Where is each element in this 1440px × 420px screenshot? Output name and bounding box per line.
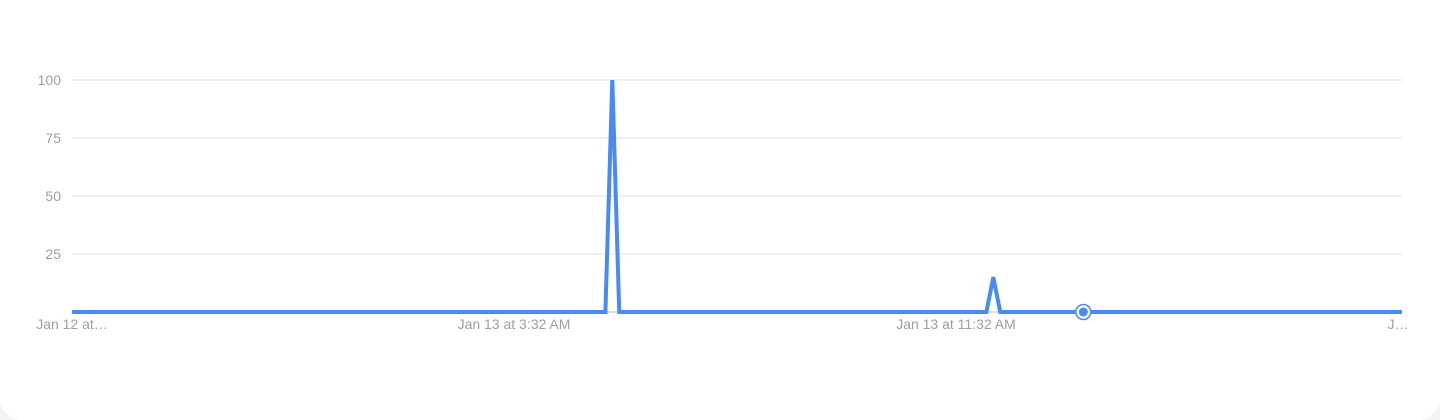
hover-marker[interactable] xyxy=(1075,303,1092,321)
x-tick-label-0: Jan 12 at… xyxy=(36,316,108,332)
hover-marker-dot[interactable] xyxy=(1078,307,1088,317)
series-group xyxy=(72,79,1402,314)
x-tick-label-2: Jan 13 at 11:32 AM xyxy=(896,316,1016,332)
y-tick-label-100: 100 xyxy=(38,72,62,88)
y-tick-label-75: 75 xyxy=(45,130,61,146)
y-tick-label-50: 50 xyxy=(45,188,61,204)
x-tick-label-3: J… xyxy=(1388,316,1409,332)
series-line xyxy=(72,79,1402,314)
gridlines xyxy=(72,79,1402,255)
y-tick-label-25: 25 xyxy=(45,246,61,262)
x-axis: Jan 12 at… Jan 13 at 3:32 AM Jan 13 at 11:… xyxy=(36,311,1409,332)
y-axis: 25 50 75 100 xyxy=(38,72,62,262)
x-tick-label-1: Jan 13 at 3:32 AM xyxy=(458,316,571,332)
